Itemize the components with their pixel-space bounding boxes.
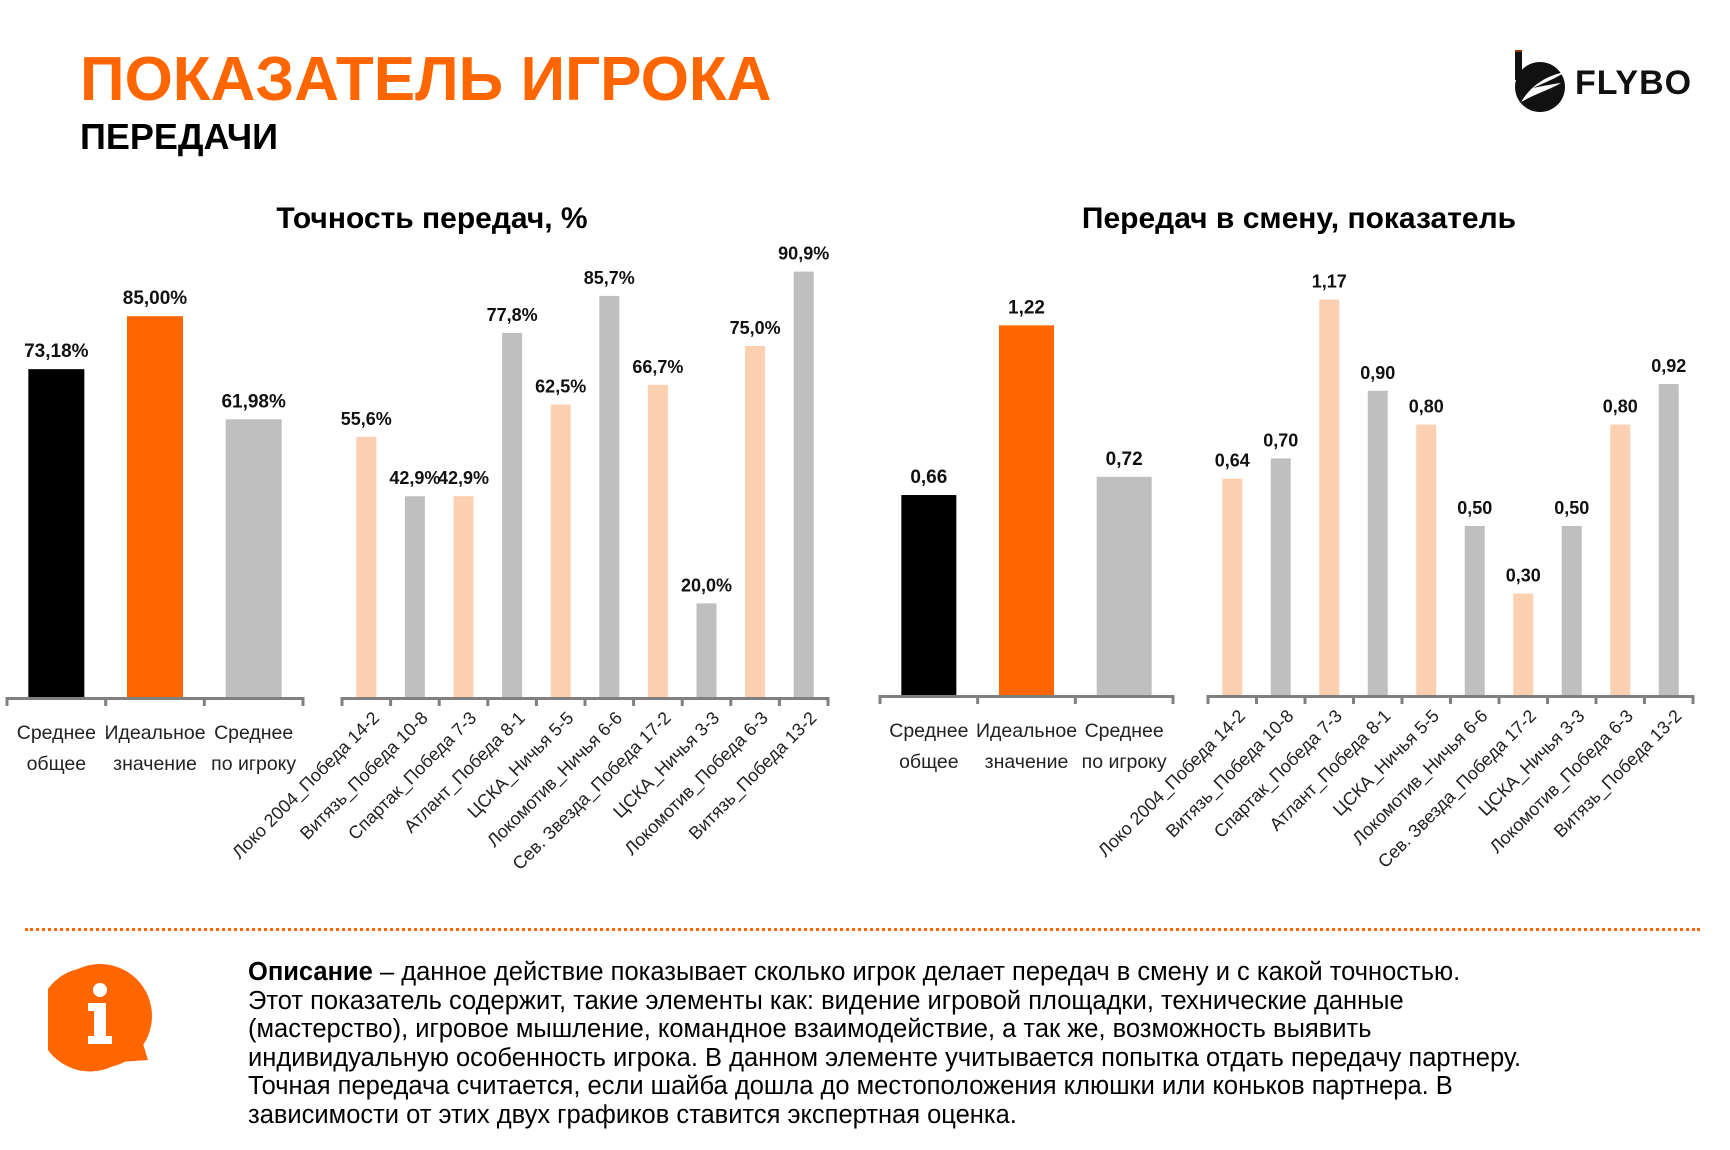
bar-summary (127, 316, 183, 697)
data-label: 66,7% (632, 357, 683, 377)
data-label: 0,92 (1651, 356, 1686, 376)
data-label: 85,7% (584, 268, 635, 288)
info-speech-bubble-icon (38, 964, 158, 1076)
data-label: 0,50 (1457, 498, 1492, 518)
description-line: (мастерство), игровое мышление, командно… (248, 1015, 1372, 1043)
bar-game (696, 603, 717, 697)
data-label: 1,17 (1312, 272, 1347, 292)
category-label: Идеальное (976, 720, 1077, 742)
bar-game (1416, 424, 1437, 695)
bar-game (745, 346, 766, 697)
data-label: 0,50 (1554, 498, 1589, 518)
data-label: 0,90 (1360, 363, 1395, 383)
bar-summary (901, 495, 957, 695)
bar-game (1464, 526, 1485, 695)
bar-game (1610, 424, 1631, 695)
chart-title-accuracy: Точность передач, % (276, 202, 588, 235)
bar-summary (28, 369, 85, 697)
description-line: зависимости от этих двух графиков ставит… (248, 1100, 1017, 1129)
description-label: Описание (248, 958, 373, 986)
bar-game (1222, 478, 1243, 695)
bar-game (502, 332, 523, 697)
category-label: по игроку (211, 753, 296, 775)
description-line: Этот показатель содержит, такие элементы… (248, 986, 1404, 1015)
bar-summary (1096, 476, 1152, 695)
bar-game (356, 436, 377, 697)
bar-game (550, 404, 571, 697)
description-line-text: – данное действие показывает сколько игр… (372, 958, 1461, 986)
flybo-logo: FLYBO (1513, 50, 1691, 112)
data-label: 0,64 (1215, 451, 1250, 471)
bar-game (599, 295, 620, 697)
bar-game (1319, 299, 1340, 695)
bar-summary (999, 325, 1054, 695)
data-label: 0,72 (1106, 449, 1143, 470)
data-label: 20,0% (681, 575, 732, 595)
bar-game (453, 496, 474, 697)
data-label: 1,22 (1008, 297, 1045, 318)
category-label: по игроку (1082, 751, 1167, 773)
category-label: Среднее (1085, 720, 1164, 742)
bar-game (404, 496, 425, 697)
category-label: значение (113, 753, 197, 775)
data-label: 0,30 (1506, 566, 1541, 586)
bar-game (793, 271, 814, 697)
data-label: 75,0% (730, 318, 781, 338)
bar-summary (225, 419, 282, 697)
page-subtitle: ПЕРЕДАЧИ (80, 116, 278, 157)
bar-game (1658, 384, 1679, 695)
category-label: Идеальное (104, 722, 205, 744)
chart-title-passes-per-shift: Передач в смену, показатель (1081, 202, 1517, 235)
data-label: 0,66 (910, 467, 947, 488)
data-label: 85,00% (123, 288, 188, 309)
data-label: 61,98% (221, 391, 286, 412)
category-label: значение (985, 751, 1069, 773)
section-divider (25, 928, 1700, 931)
bar-game (1270, 458, 1291, 695)
description-line: Описание – данное действие показывает ск… (248, 958, 1708, 987)
bar-game (1561, 526, 1582, 695)
description-line: индивидуальную особенность игрока. В дан… (248, 1043, 1522, 1072)
data-label: 62,5% (535, 377, 586, 397)
category-label: Среднее (17, 722, 96, 744)
bar-game (1367, 390, 1388, 695)
description-text: Описание – данное действие показывает ск… (248, 958, 1708, 1129)
description-line: Точная передача считается, если шайба до… (248, 1072, 1453, 1100)
data-label: 42,9% (389, 468, 440, 488)
data-label: 0,70 (1263, 430, 1298, 450)
data-label: 90,9% (778, 244, 829, 264)
data-label: 55,6% (341, 409, 392, 429)
charts-canvas: 73,18% Среднее общее 85,00% Идеальное значени… (5, 244, 1695, 875)
data-label: 77,8% (487, 305, 538, 325)
data-label: 0,80 (1409, 397, 1444, 417)
data-label: 73,18% (24, 341, 89, 362)
category-label: общее (27, 753, 87, 775)
data-label: 42,9% (438, 468, 489, 488)
category-label: Среднее (889, 720, 968, 742)
data-label: 0,80 (1603, 397, 1638, 417)
bar-game (647, 384, 668, 697)
category-label: Среднее (214, 722, 293, 744)
page-title: ПОКАЗАТЕЛЬ ИГРОКА (80, 45, 772, 114)
flybo-logo-mark-icon (1515, 50, 1565, 112)
logo-text: FLYBO (1575, 64, 1693, 102)
category-label: общее (899, 751, 959, 773)
bar-game (1513, 593, 1534, 695)
